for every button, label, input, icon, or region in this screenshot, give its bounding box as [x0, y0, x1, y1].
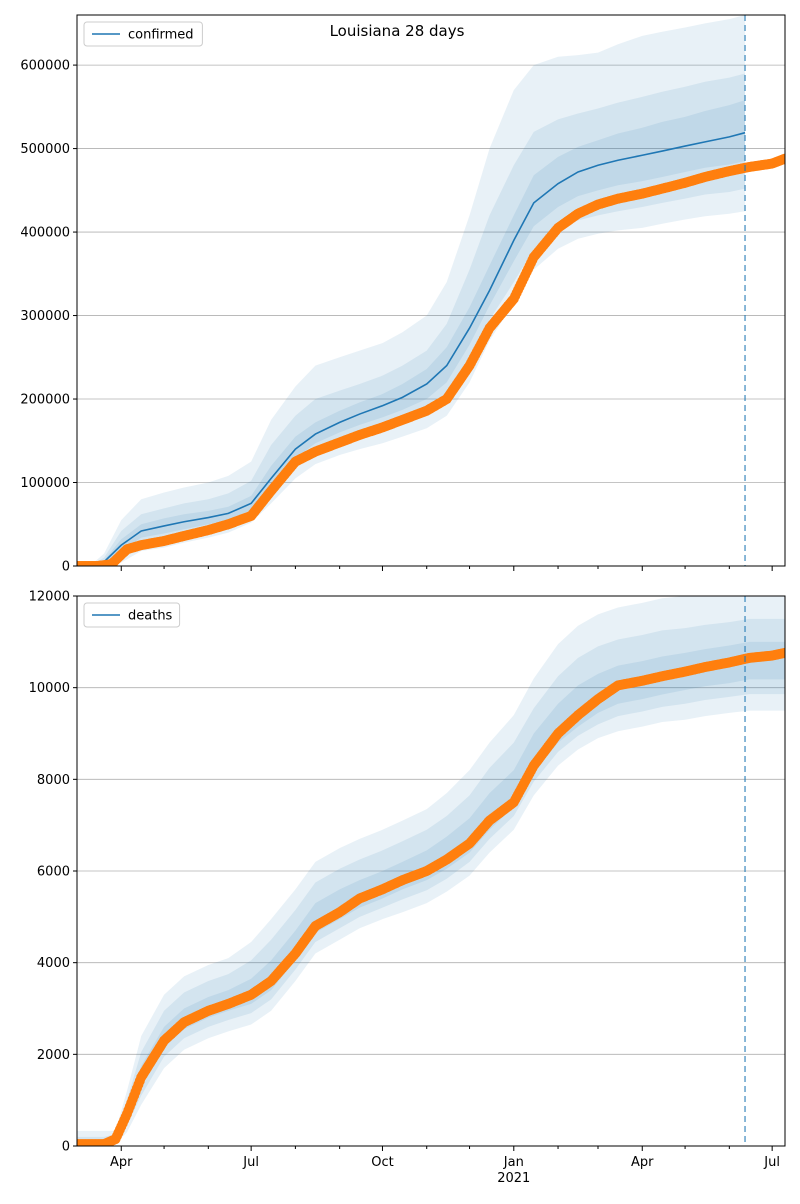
- legend-box: [83, 602, 181, 628]
- uncertainty-band-inner: [77, 100, 746, 566]
- chart-title: Louisiana 28 days: [330, 22, 465, 40]
- y-tick-label: 100000: [20, 476, 70, 491]
- x-tick-label: Jul: [763, 1155, 780, 1170]
- axes-frame: [76, 14, 786, 567]
- x-tick-year-label: 2021: [497, 1171, 530, 1186]
- plot-area: [77, 15, 785, 566]
- uncertainty-band-outer: [77, 15, 746, 566]
- x-tick-label: Oct: [371, 1155, 393, 1170]
- y-tick-label: 0: [62, 1140, 70, 1155]
- series-line-confirmed: [77, 131, 746, 566]
- legend: confirmed: [83, 21, 203, 47]
- y-tick-label: 500000: [20, 142, 70, 157]
- y-tick-label: 6000: [37, 865, 70, 880]
- x-tick-label: Apr: [631, 1155, 654, 1170]
- plot-area: [77, 596, 785, 1146]
- y-tick-label: 600000: [20, 59, 70, 74]
- series-observed-markers: [77, 647, 785, 1146]
- y-tick-label: 400000: [20, 226, 70, 241]
- x-tick-label: Jul: [242, 1155, 259, 1170]
- y-tick-label: 300000: [20, 309, 70, 324]
- uncertainty-band-middle: [77, 618, 785, 1146]
- y-tick-label: 12000: [29, 590, 70, 605]
- observed-point: [780, 153, 785, 164]
- legend-label: confirmed: [128, 28, 194, 43]
- confirmed-panel: 0 100000 200000 300000 400000 500000 600000 con…: [20, 14, 786, 575]
- y-tick-label: 8000: [37, 773, 70, 788]
- uncertainty-band-middle: [77, 73, 746, 566]
- x-tick-label: Apr: [110, 1155, 133, 1170]
- y-tick-label: 10000: [29, 681, 70, 696]
- y-tick-label: 0: [62, 560, 70, 575]
- deaths-panel: 0 2000 4000 6000 8000 10000 12000 Apr Jul Oct Jan A…: [29, 590, 786, 1186]
- legend: deaths: [83, 602, 181, 628]
- observed-point: [780, 647, 785, 658]
- legend-box: [83, 21, 203, 47]
- series-observed-markers: [77, 153, 785, 566]
- y-tick-label: 2000: [37, 1048, 70, 1063]
- x-tick-label: Jan: [503, 1155, 524, 1170]
- legend-label: deaths: [128, 609, 173, 624]
- y-tick-label: 200000: [20, 393, 70, 408]
- y-tick-label: 4000: [37, 956, 70, 971]
